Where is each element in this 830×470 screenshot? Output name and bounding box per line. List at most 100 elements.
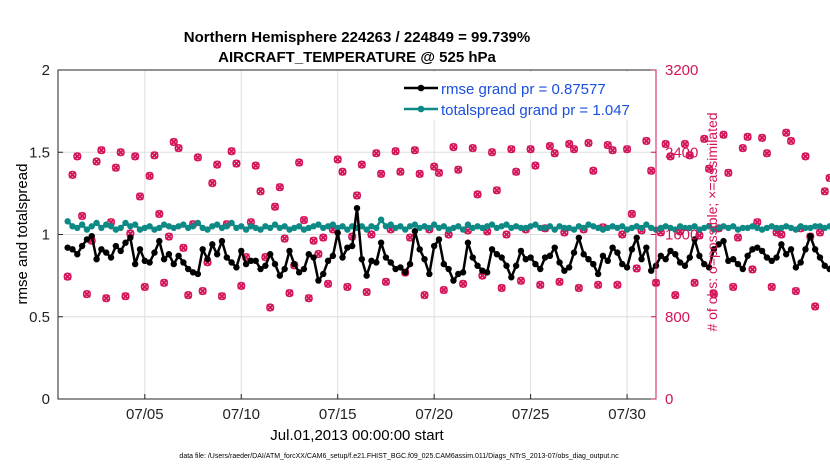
rmse-point: [368, 257, 375, 265]
y-tick-label: 0: [42, 391, 50, 408]
obs-possible-point: [377, 169, 386, 178]
rmse-point: [647, 267, 655, 274]
rmse-point: [358, 255, 366, 263]
rmse-point: [271, 260, 279, 268]
obs-assimilated-point: [690, 279, 699, 287]
obs-possible-point: [304, 294, 313, 303]
obs-possible-point: [251, 161, 260, 170]
obs-assimilated-point: [338, 167, 347, 176]
totalspread-point: [131, 221, 139, 228]
totalspread-point: [238, 223, 245, 230]
x-tick-label: 07/20: [415, 406, 453, 423]
rmse-point: [440, 260, 448, 268]
obs-assimilated-point: [767, 283, 776, 291]
obs-possible-point: [92, 157, 101, 166]
totalspread-point: [83, 226, 91, 233]
rmse-point: [310, 254, 317, 261]
obs-assimilated-point: [367, 230, 376, 239]
totalspread-series: [64, 216, 830, 233]
rmse-point: [64, 244, 71, 251]
obs-possible-point: [309, 236, 318, 245]
obs-assimilated-point: [608, 146, 617, 155]
obs-possible-point: [169, 137, 178, 147]
rmse-point: [98, 246, 105, 253]
rmse-point: [744, 252, 751, 260]
rmse-point: [262, 262, 269, 269]
obs-possible-point: [661, 139, 670, 149]
rmse-point: [565, 264, 573, 271]
totalspread-point: [194, 219, 202, 227]
rmse-point: [450, 277, 457, 284]
obs-possible-point: [690, 278, 699, 287]
obs-assimilated-point: [411, 146, 419, 155]
rmse-point: [276, 272, 284, 279]
rmse-point: [807, 232, 814, 240]
obs-possible-point: [135, 192, 145, 201]
obs-possible-point: [102, 294, 111, 303]
obs-assimilated-point: [743, 133, 752, 141]
obs-possible-point: [801, 152, 810, 161]
rmse-point: [180, 259, 187, 266]
rmse-point: [715, 241, 722, 248]
obs-possible-point: [193, 153, 202, 162]
obs-possible-point: [565, 139, 574, 149]
obs-assimilated-point: [372, 149, 381, 158]
rmse-point: [136, 246, 144, 253]
totalspread-point: [377, 216, 385, 223]
obs-possible-point: [391, 147, 400, 156]
obs-assimilated-point: [502, 230, 511, 239]
obs-assimilated-point: [787, 137, 795, 145]
obs-assimilated-point: [666, 152, 675, 161]
totalspread-point: [218, 224, 226, 232]
obs-possible-point: [343, 282, 352, 292]
totalspread-point: [117, 224, 124, 232]
obs-possible-point: [700, 134, 709, 143]
rmse-point: [122, 239, 129, 246]
obs-assimilated-point: [719, 130, 728, 139]
rmse-point: [88, 232, 95, 240]
totalspread-point: [474, 223, 481, 230]
obs-possible-point: [314, 249, 323, 259]
rmse-point: [363, 272, 370, 279]
totalspread-point: [614, 224, 621, 232]
obs-possible-point: [121, 292, 130, 301]
totalspread-point: [440, 223, 448, 230]
obs-assimilated-point: [536, 281, 545, 289]
rmse-point: [281, 265, 288, 273]
obs-possible-point: [666, 152, 675, 161]
totalspread-point: [749, 223, 756, 230]
totalspread-point: [373, 224, 380, 232]
rmse-series: [64, 204, 830, 284]
obs-possible-point: [618, 230, 627, 239]
totalspread-point: [320, 224, 327, 232]
rmse-point: [580, 251, 587, 258]
obs-possible-point: [647, 166, 656, 175]
obs-possible-point: [299, 216, 309, 225]
totalspread-point: [363, 226, 370, 233]
obs-assimilated-point: [792, 287, 800, 295]
obs-assimilated-point: [449, 143, 458, 151]
obs-assimilated-point: [140, 283, 149, 291]
obs-possible-point: [439, 285, 448, 295]
rmse-point: [783, 251, 790, 258]
totalspread-point: [406, 223, 414, 230]
obs-possible-point: [613, 280, 622, 289]
obs-assimilated-point: [439, 286, 448, 294]
obs-assimilated-point: [333, 155, 342, 164]
obs-possible-point: [357, 160, 366, 169]
rmse-point: [667, 247, 674, 255]
totalspread-point: [233, 224, 240, 232]
rmse-point: [609, 244, 616, 251]
totalspread-point: [397, 223, 404, 230]
obs-possible-point: [820, 187, 829, 196]
rmse-point: [455, 270, 462, 278]
totalspread-point: [411, 221, 419, 228]
obs-possible-point: [111, 163, 120, 172]
totalspread-point: [242, 226, 250, 233]
obs-assimilated-point: [382, 277, 390, 286]
obs-possible-point: [487, 148, 497, 157]
totalspread-point: [459, 226, 467, 233]
obs-assimilated-point: [213, 160, 221, 169]
obs-assimilated-point: [705, 164, 713, 173]
